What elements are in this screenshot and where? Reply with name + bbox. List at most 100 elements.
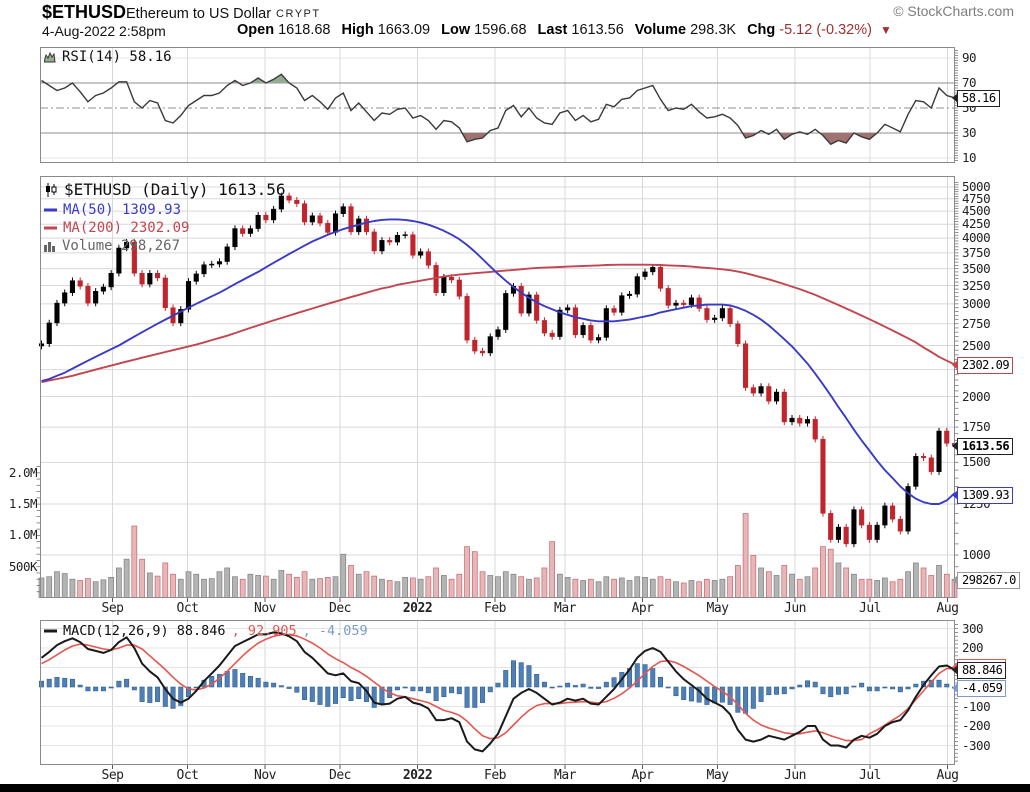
price-axis-tick: 2500 xyxy=(962,337,991,353)
price-axis-tick: 1000 xyxy=(962,547,991,563)
macd-legend: MACD(12,26,9) 88.846 , 92.905 , -4.059 xyxy=(44,623,368,639)
macd-signal-legend-text: , 92.905 xyxy=(231,623,297,639)
ma50-legend-text: MA(50) 1309.93 xyxy=(63,202,182,218)
month-label: Sep xyxy=(101,767,124,783)
month-label: Aug xyxy=(936,767,959,783)
price-axis-tick: 3500 xyxy=(962,260,991,276)
quote-volume: Volume 298.3K xyxy=(635,22,736,38)
price-axis-tick: 4750 xyxy=(962,190,991,206)
quote-open: Open 1618.68 xyxy=(237,22,330,38)
volume-axis-tick: 2.0M xyxy=(8,464,38,480)
low-value: 1596.68 xyxy=(474,22,527,38)
last-value: 1613.56 xyxy=(571,22,624,38)
volume-axis-tick: 1.5M xyxy=(8,496,38,512)
ma200-value-box: 2302.09 xyxy=(951,357,1014,374)
price-axis-tick: 3000 xyxy=(962,295,991,311)
price-axis-tick: 2000 xyxy=(962,388,991,404)
month-label: May xyxy=(706,600,729,616)
month-label: Mar xyxy=(554,600,576,616)
macd-axis-tick: -100 xyxy=(962,698,991,714)
rsi-axis-tick: 10 xyxy=(962,150,977,165)
month-label: Jul xyxy=(859,600,881,616)
open-value: 1618.68 xyxy=(278,22,331,38)
month-label: 2022 xyxy=(402,600,433,616)
rsi-axis-tick: 30 xyxy=(962,125,977,140)
month-label: Oct xyxy=(176,600,199,616)
month-label: May xyxy=(706,767,729,783)
last-label: Last xyxy=(537,22,568,38)
price-axis-tick: 4250 xyxy=(962,216,991,232)
rsi-legend: RSI(14) 58.16 xyxy=(43,49,172,65)
high-label: High xyxy=(341,22,374,38)
price-axis-tick: 3250 xyxy=(962,277,991,293)
month-label: Nov xyxy=(254,600,276,616)
low-label: Low xyxy=(441,22,471,38)
ma50-line-icon xyxy=(44,208,57,212)
chg-label: Chg xyxy=(747,22,776,38)
price-axis-tick: 4500 xyxy=(962,203,991,219)
month-label: Feb xyxy=(484,600,506,616)
month-label: Jul xyxy=(859,767,881,783)
price-legend: $ETHUSD (Daily) 1613.56 xyxy=(44,180,286,199)
volume-value: 298.3K xyxy=(690,22,737,38)
down-triangle-icon: ▼ xyxy=(879,23,892,37)
month-label: Oct xyxy=(176,767,199,783)
volume-axis-tick: 1.0M xyxy=(8,527,38,543)
copyright: © StockCharts.com xyxy=(893,3,1014,19)
macd-axis-tick: 300 xyxy=(962,620,984,636)
macd-hist-legend-text: , -4.059 xyxy=(302,623,368,639)
chg-value: -5.12 (-0.32%) xyxy=(779,22,872,38)
symbol-name: Ethereum to US Dollar xyxy=(126,6,272,22)
volume-label: Volume xyxy=(634,22,687,38)
quote-high: High 1663.09 xyxy=(341,22,430,38)
ma200-legend-text: MA(200) 2302.09 xyxy=(63,220,190,236)
datetime: 4-Aug-2022 2:58pm xyxy=(42,23,166,39)
macd-line-icon xyxy=(44,629,57,633)
price-axis-tick: 2750 xyxy=(962,315,991,331)
month-label: Apr xyxy=(631,767,654,783)
month-label: Sep xyxy=(101,600,124,616)
ma200-line-icon xyxy=(44,226,57,230)
rsi-axis-tick: 70 xyxy=(962,75,977,90)
open-label: Open xyxy=(237,22,275,38)
rsi-value-box: 58.16 xyxy=(952,90,1000,107)
volume-axis-tick: 500K xyxy=(8,558,38,574)
symbol-title: $ETHUSD xyxy=(42,2,127,22)
price-axis-tick: 1500 xyxy=(962,454,991,470)
price-axis-tick: 5000 xyxy=(962,179,991,195)
month-label: Jun xyxy=(784,767,806,783)
rsi-legend-text: RSI(14) 58.16 xyxy=(62,49,172,65)
macd-hist-value-box: -4.059 xyxy=(951,680,1007,697)
macd-axis-tick: 200 xyxy=(962,640,984,655)
last-price-box: 1613.56 xyxy=(951,438,1014,455)
ma50-value-box: 1309.93 xyxy=(951,487,1014,504)
month-label: Apr xyxy=(631,600,654,616)
volume-bars-icon xyxy=(44,241,56,252)
quote-last: Last 1613.56 xyxy=(538,22,624,38)
rsi-axis-tick: 90 xyxy=(962,50,977,65)
price-legend-text: $ETHUSD (Daily) 1613.56 xyxy=(64,180,286,199)
month-label: Dec xyxy=(329,767,351,783)
quote-row: Open 1618.68 High 1663.09 Low 1596.68 Last 1… xyxy=(237,22,892,38)
quote-chg: Chg -5.12 (-0.32%) xyxy=(747,22,872,38)
month-label: Aug xyxy=(936,600,959,616)
month-label: 2022 xyxy=(402,767,433,783)
macd-axis-tick: -300 xyxy=(962,737,991,753)
price-axis-tick: 1750 xyxy=(962,419,991,435)
bottom-black-bar xyxy=(0,784,1030,792)
volume-legend-text: Volume 298,267 xyxy=(62,238,181,254)
month-label: Dec xyxy=(329,600,351,616)
high-value: 1663.09 xyxy=(377,22,431,38)
ma200-legend: MA(200) 2302.09 xyxy=(44,220,189,236)
volume-legend: Volume 298,267 xyxy=(44,238,180,254)
candlestick-icon xyxy=(44,182,58,197)
macd-legend-text: MACD(12,26,9) 88.846 xyxy=(63,623,226,639)
macd-value-box: 88.846 xyxy=(951,662,1007,679)
volume-value-box: 298267.0 xyxy=(952,572,1020,589)
quote-low: Low 1596.68 xyxy=(441,22,526,38)
price-axis-tick: 4000 xyxy=(962,230,991,246)
month-label: Jun xyxy=(784,600,806,616)
price-axis-tick: 3750 xyxy=(962,244,991,260)
